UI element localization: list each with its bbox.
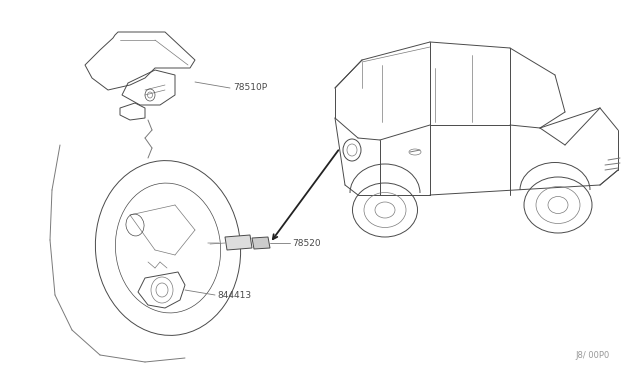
Text: 78510P: 78510P xyxy=(233,83,267,93)
Text: 78520: 78520 xyxy=(292,238,321,247)
Polygon shape xyxy=(225,235,252,250)
Text: J8/ 00P0: J8/ 00P0 xyxy=(575,351,609,360)
Polygon shape xyxy=(252,237,270,249)
Text: 844413: 844413 xyxy=(217,291,251,299)
